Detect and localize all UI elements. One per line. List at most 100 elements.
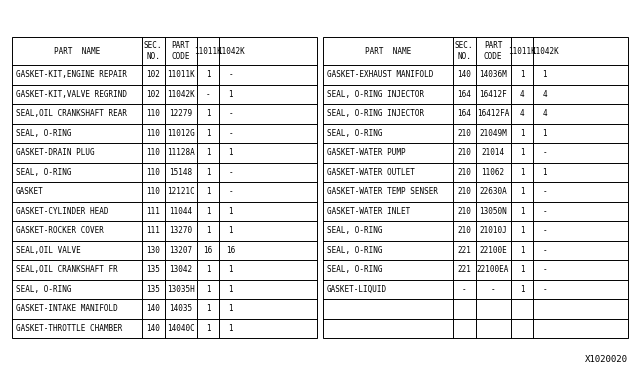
Text: 13042: 13042 — [169, 265, 192, 274]
Text: GASKET-WATER PUMP: GASKET-WATER PUMP — [327, 148, 406, 157]
Text: 11011K: 11011K — [194, 46, 222, 55]
Text: 13035H: 13035H — [166, 285, 195, 294]
Text: SEC.
NO.: SEC. NO. — [144, 41, 163, 61]
Text: -: - — [491, 285, 495, 294]
Text: 1: 1 — [205, 129, 211, 138]
Text: 102: 102 — [146, 90, 160, 99]
Text: 1: 1 — [520, 285, 524, 294]
Text: 1: 1 — [205, 304, 211, 313]
Text: 110: 110 — [146, 148, 160, 157]
Text: SEAL, O-RING: SEAL, O-RING — [327, 226, 383, 235]
Text: 164: 164 — [457, 90, 471, 99]
Text: 102: 102 — [146, 70, 160, 79]
Text: SEAL,OIL CRANKSHAFT FR: SEAL,OIL CRANKSHAFT FR — [16, 265, 118, 274]
Text: 1: 1 — [205, 109, 211, 118]
Text: 1: 1 — [205, 285, 211, 294]
Text: SEAL, O-RING: SEAL, O-RING — [16, 129, 72, 138]
Text: SEAL,OIL CRANKSHAFT REAR: SEAL,OIL CRANKSHAFT REAR — [16, 109, 127, 118]
Text: -: - — [205, 90, 211, 99]
Text: 1: 1 — [228, 148, 233, 157]
Text: 1: 1 — [205, 187, 211, 196]
Text: -: - — [543, 285, 547, 294]
Text: 111: 111 — [146, 226, 160, 235]
Text: 11062: 11062 — [481, 168, 504, 177]
Text: 11011K: 11011K — [508, 46, 536, 55]
Text: 210: 210 — [457, 168, 471, 177]
Text: 1: 1 — [228, 324, 233, 333]
Text: 11042K: 11042K — [531, 46, 559, 55]
Text: 221: 221 — [457, 265, 471, 274]
Text: 140: 140 — [146, 304, 160, 313]
Text: -: - — [228, 109, 233, 118]
Text: -: - — [228, 168, 233, 177]
Text: 1: 1 — [205, 226, 211, 235]
Text: -: - — [543, 148, 547, 157]
Text: 1: 1 — [543, 168, 547, 177]
Bar — [323, 37, 628, 338]
Text: SEAL,OIL VALVE: SEAL,OIL VALVE — [16, 246, 81, 255]
Text: 21010J: 21010J — [479, 226, 507, 235]
Text: -: - — [543, 187, 547, 196]
Text: 21049M: 21049M — [479, 129, 507, 138]
Text: 1: 1 — [520, 187, 524, 196]
Text: 1: 1 — [520, 148, 524, 157]
Text: 1: 1 — [205, 207, 211, 216]
Text: 1: 1 — [228, 207, 233, 216]
Text: 13207: 13207 — [169, 246, 192, 255]
Text: 11011K: 11011K — [166, 70, 195, 79]
Text: 1: 1 — [520, 226, 524, 235]
Text: 4: 4 — [520, 90, 524, 99]
Text: GASKET-THROTTLE CHAMBER: GASKET-THROTTLE CHAMBER — [16, 324, 122, 333]
Text: 14040C: 14040C — [166, 324, 195, 333]
Text: GASKET-WATER OUTLET: GASKET-WATER OUTLET — [327, 168, 415, 177]
Text: GASKET-WATER TEMP SENSER: GASKET-WATER TEMP SENSER — [327, 187, 438, 196]
Text: 164: 164 — [457, 109, 471, 118]
Text: 12279: 12279 — [169, 109, 192, 118]
Text: 1: 1 — [520, 207, 524, 216]
Text: 210: 210 — [457, 148, 471, 157]
Text: PART
CODE: PART CODE — [172, 41, 190, 61]
Text: 21014: 21014 — [481, 148, 504, 157]
Text: 1: 1 — [543, 129, 547, 138]
Text: PART  NAME: PART NAME — [365, 46, 411, 55]
Text: 1: 1 — [543, 70, 547, 79]
Text: 1: 1 — [205, 324, 211, 333]
Text: 210: 210 — [457, 129, 471, 138]
Text: 140: 140 — [146, 324, 160, 333]
Text: 16: 16 — [204, 246, 212, 255]
Text: 22100E: 22100E — [479, 246, 507, 255]
Text: SEAL, O-RING: SEAL, O-RING — [327, 265, 383, 274]
Text: 11012G: 11012G — [166, 129, 195, 138]
Text: 1: 1 — [520, 246, 524, 255]
Text: GASKET-LIQUID: GASKET-LIQUID — [327, 285, 387, 294]
Text: -: - — [461, 285, 467, 294]
Text: 210: 210 — [457, 187, 471, 196]
Text: 4: 4 — [543, 109, 547, 118]
Text: PART  NAME: PART NAME — [54, 46, 100, 55]
Text: 130: 130 — [146, 246, 160, 255]
Text: 110: 110 — [146, 109, 160, 118]
Text: GASKET-WATER INLET: GASKET-WATER INLET — [327, 207, 410, 216]
Text: GASKET-EXHAUST MANIFOLD: GASKET-EXHAUST MANIFOLD — [327, 70, 433, 79]
Text: 16: 16 — [226, 246, 236, 255]
Text: 12121C: 12121C — [166, 187, 195, 196]
Text: 1: 1 — [205, 168, 211, 177]
Text: GASKET-KIT,ENGINE REPAIR: GASKET-KIT,ENGINE REPAIR — [16, 70, 127, 79]
Text: -: - — [543, 246, 547, 255]
Text: 14036M: 14036M — [479, 70, 507, 79]
Text: GASKET-CYLINDER HEAD: GASKET-CYLINDER HEAD — [16, 207, 109, 216]
Text: 1: 1 — [520, 70, 524, 79]
Text: GASKET-INTAKE MANIFOLD: GASKET-INTAKE MANIFOLD — [16, 304, 118, 313]
Text: 1: 1 — [205, 148, 211, 157]
Text: 221: 221 — [457, 246, 471, 255]
Text: 11044: 11044 — [169, 207, 192, 216]
Bar — [12, 37, 317, 338]
Text: GASKET-DRAIN PLUG: GASKET-DRAIN PLUG — [16, 148, 95, 157]
Text: 15148: 15148 — [169, 168, 192, 177]
Text: 4: 4 — [543, 90, 547, 99]
Text: -: - — [543, 265, 547, 274]
Text: 1: 1 — [520, 168, 524, 177]
Text: 1: 1 — [520, 265, 524, 274]
Text: -: - — [543, 226, 547, 235]
Text: 210: 210 — [457, 226, 471, 235]
